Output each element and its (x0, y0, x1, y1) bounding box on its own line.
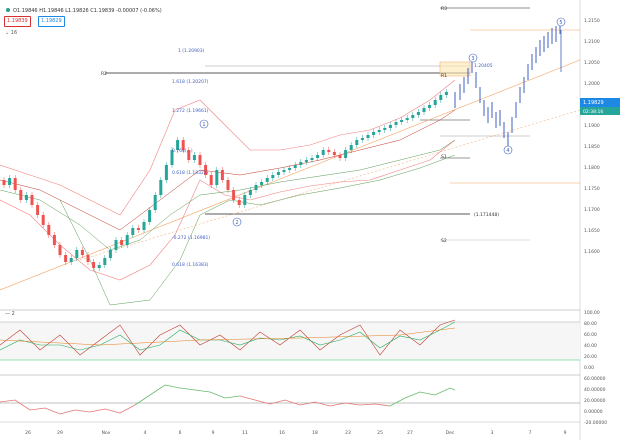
osc-tick-label: 100.00 (584, 310, 600, 316)
sell-price-badge[interactable]: 1.19839 (4, 16, 31, 27)
price-tick-label: 1.1750 (584, 186, 600, 192)
momentum-axis: 60.00000 40.00000 20.00000 0.00000 -20.00000 (584, 376, 607, 426)
oscillator-axis: 100.00 80.00 60.00 40.00 20.00 0.00 (584, 310, 600, 371)
time-tick-label: 29 (57, 430, 63, 436)
price-tick-label: 1.2150 (584, 18, 600, 24)
svg-text:0.618 (1.18322): 0.618 (1.18322) (172, 170, 209, 176)
svg-text:S1: S1 (441, 154, 447, 160)
price-tick-label: 1.1700 (584, 207, 600, 213)
price-tick-label: 1.1800 (584, 165, 600, 171)
candle-series (2, 89, 448, 271)
svg-text:-0.272 (1.16981): -0.272 (1.16981) (172, 235, 210, 241)
time-tick-label: 7 (529, 430, 532, 436)
svg-text:S2: S2 (441, 238, 447, 244)
svg-text:(1.171448): (1.171448) (474, 212, 499, 218)
osc-tick-label: 60.00 (584, 332, 597, 338)
time-tick-label: Dec (446, 430, 455, 436)
svg-text:1: 1 (202, 122, 205, 128)
svg-text:0.618 (1.16383): 0.618 (1.16383) (172, 262, 209, 268)
projection-series (454, 18, 562, 148)
current-time-label: 02:38:16 (583, 109, 603, 115)
time-tick-label: 27 (407, 430, 413, 436)
time-tick-label: 4 (144, 430, 147, 436)
time-tick-label: 26 (25, 430, 31, 436)
time-tick-label: 25 (377, 430, 383, 436)
buy-price-badge[interactable]: 1.19829 (38, 16, 65, 27)
price-tick-label: 1.1600 (584, 249, 600, 255)
time-tick-label: 16 (279, 430, 285, 436)
indicator-toggle[interactable]: ⌄ 16 (5, 30, 18, 36)
svg-text:2: 2 (235, 220, 238, 226)
time-tick-label: Nov (102, 430, 111, 436)
svg-text:4: 4 (506, 148, 509, 154)
time-tick-label: 18 (312, 430, 318, 436)
momentum-tick-label: -20.00000 (584, 420, 607, 426)
time-tick-label: 23 (345, 430, 351, 436)
svg-text:1.618 (1.20207): 1.618 (1.20207) (172, 79, 209, 85)
chart-header: O1.19846 H1.19846 L1.19826 C1.19839 -0.0… (0, 0, 621, 36)
time-tick-label: 6 (179, 430, 182, 436)
osc-tick-label: 40.00 (584, 343, 597, 349)
svg-text:R2: R2 (101, 71, 107, 77)
price-tick-label: 1.1900 (584, 123, 600, 129)
osc-tick-label: 20.00 (584, 354, 597, 360)
svg-text:1 (1.20903): 1 (1.20903) (178, 48, 205, 54)
time-tick-label: 11 (242, 430, 248, 436)
time-tick-label: 3 (491, 430, 494, 436)
price-tick-label: 1.1650 (584, 228, 600, 234)
momentum-tick-label: 40.00000 (584, 387, 606, 393)
svg-text:3: 3 (471, 56, 474, 62)
svg-text:1.20405: 1.20405 (474, 63, 493, 69)
price-tick-label: 1.2050 (584, 60, 600, 66)
fib-labels: 1 (1.20903) 1.618 (1.20207) 1.272 (1.196… (172, 48, 499, 268)
svg-text:R1: R1 (441, 73, 447, 79)
symbol-status-dot (6, 8, 10, 12)
momentum-tick-label: 60.00000 (584, 376, 606, 382)
stochastic-pane (0, 319, 580, 361)
price-tick-label: 1.2100 (584, 39, 600, 45)
svg-text:0.764(...): 0.764(...) (172, 148, 193, 154)
time-tick-label: 9 (564, 430, 567, 436)
momentum-pane (0, 384, 580, 415)
pivot-labels: R3 R2 R1 S1 S2 (101, 6, 447, 244)
osc-tick-label: 80.00 (584, 321, 597, 327)
time-axis[interactable]: 26 29 Nov 4 6 9 11 16 18 23 25 27 Dec 3 7 9 (25, 430, 566, 436)
svg-text:1.272 (1.19661): 1.272 (1.19661) (172, 108, 209, 114)
ohlc-readout: O1.19846 H1.19846 L1.19826 C1.19839 -0.0… (6, 8, 162, 14)
svg-text:R3: R3 (441, 6, 447, 12)
price-tick-label: 1.2000 (584, 81, 600, 87)
current-price-label: 1.19829 (583, 100, 604, 106)
momentum-tick-label: 0.00000 (584, 409, 603, 415)
time-tick-label: 9 (212, 430, 215, 436)
oscillator-label: — 2 (5, 311, 15, 317)
price-axis[interactable]: 1.21501.21001.20501.20001.19501.19001.18… (584, 18, 600, 255)
momentum-tick-label: 20.00000 (584, 398, 606, 404)
elliott-wave-labels: 1 2 3 4 5 (199, 17, 566, 227)
osc-tick-label: 0.00 (584, 365, 594, 371)
price-tick-label: 1.1850 (584, 144, 600, 150)
svg-text:5: 5 (559, 20, 562, 26)
